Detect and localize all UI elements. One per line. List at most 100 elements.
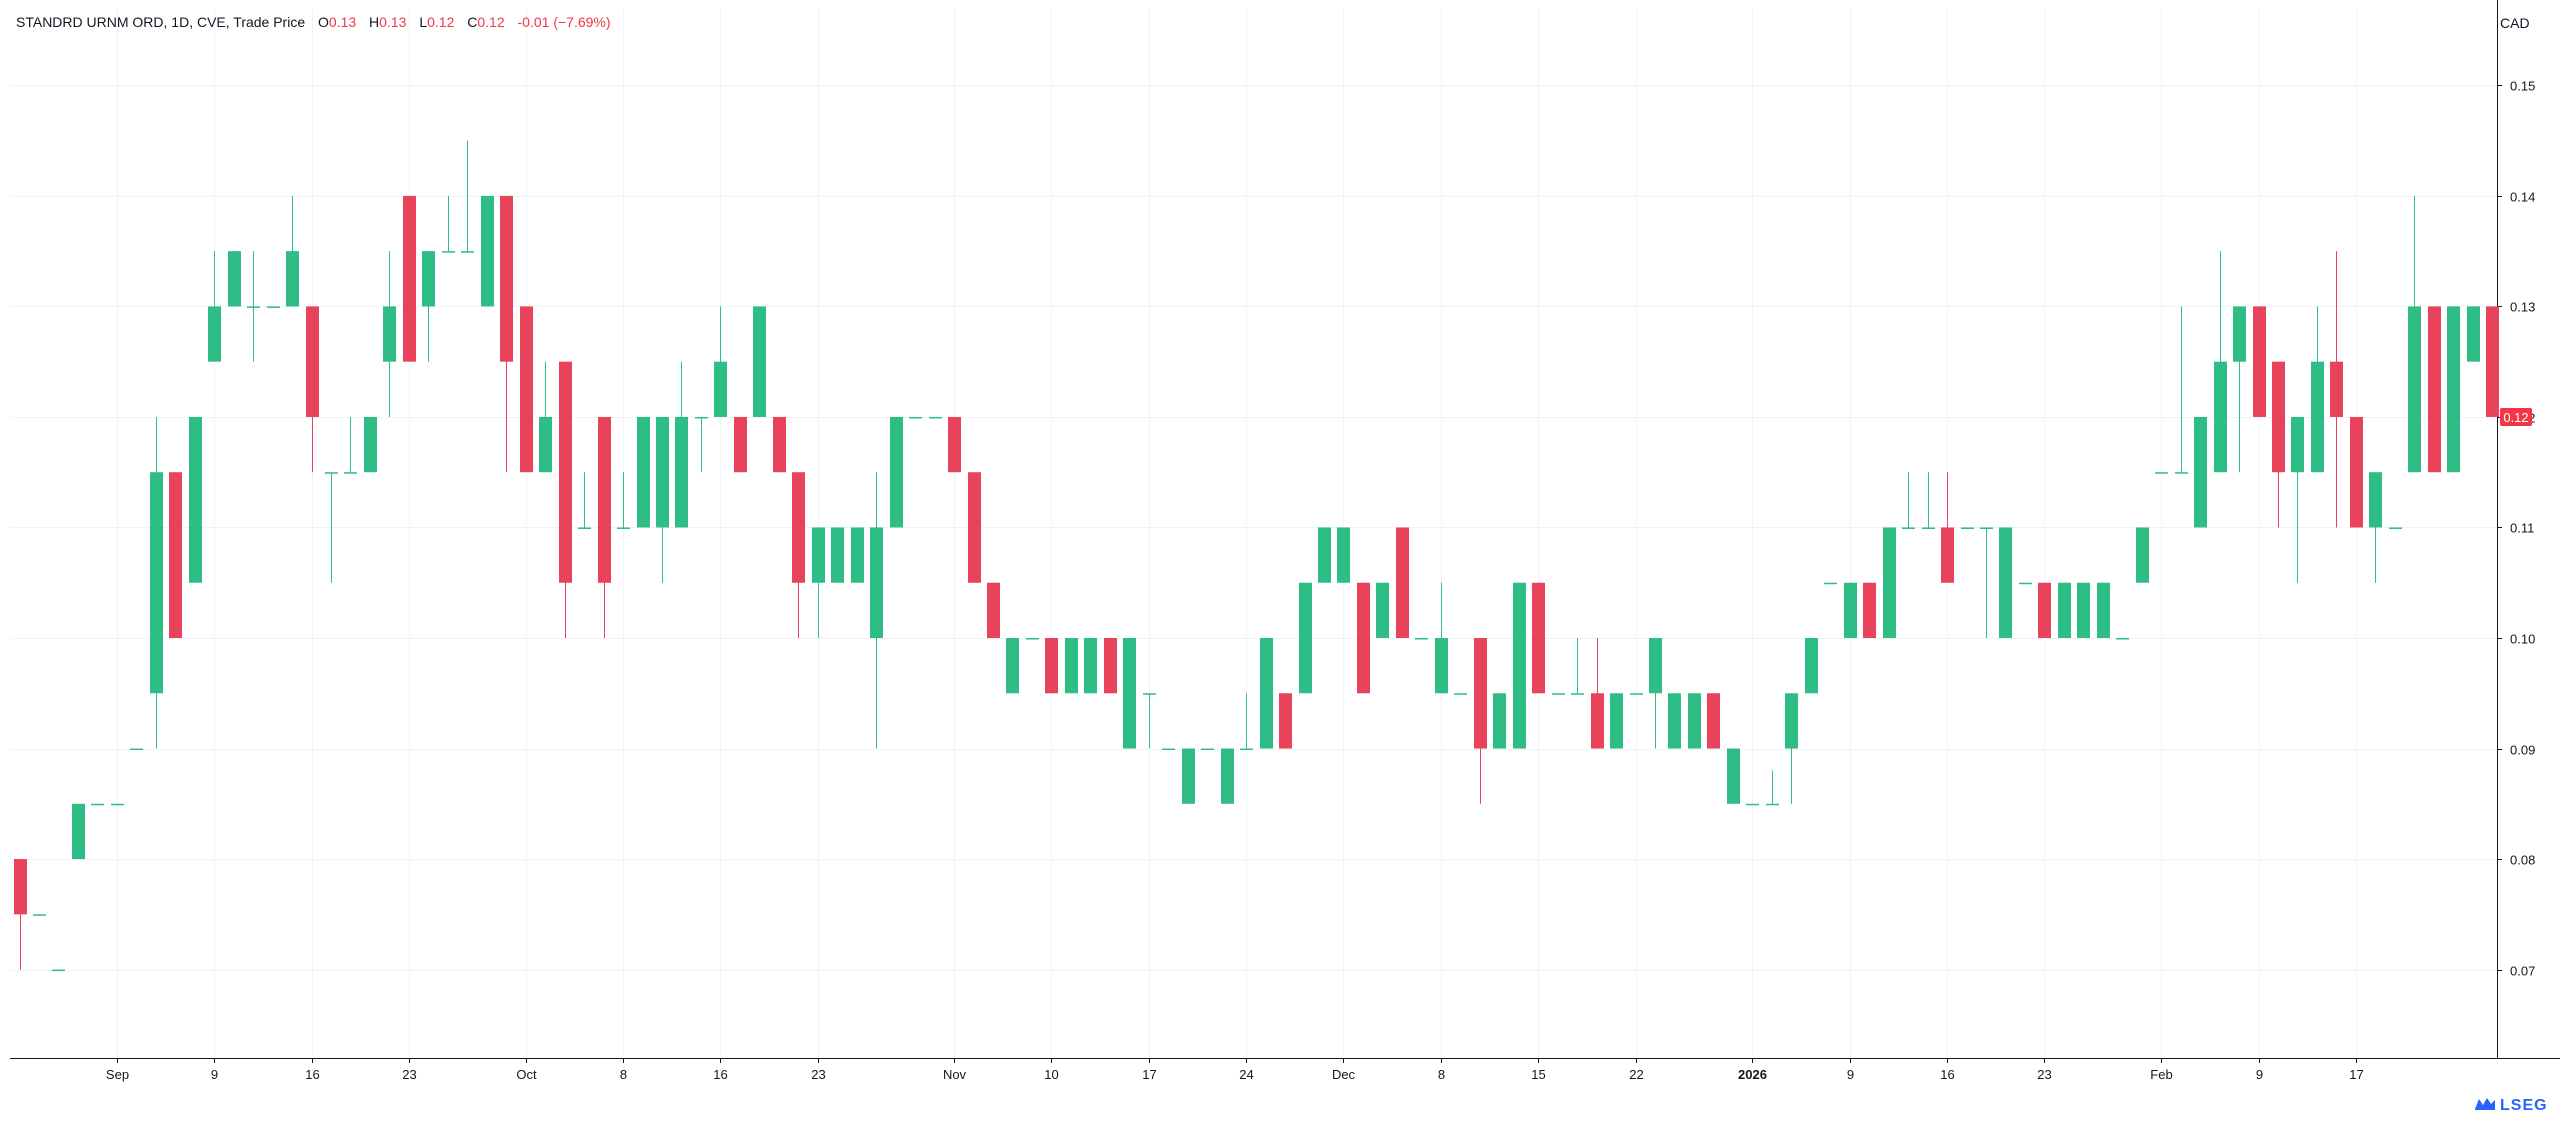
candle-body — [1746, 803, 1759, 806]
candle-body — [2194, 416, 2207, 528]
candle-body — [831, 527, 844, 583]
candle-body — [2136, 527, 2149, 583]
candle-up — [228, 251, 241, 307]
candle-body — [2116, 638, 2129, 640]
candle-up — [675, 361, 688, 528]
candle-body — [714, 361, 727, 417]
candle-body — [2467, 306, 2480, 362]
candle-up — [1454, 693, 1467, 695]
candle-body — [1045, 638, 1058, 694]
candle-body — [2428, 306, 2441, 473]
candle-body — [1980, 527, 1993, 529]
candle-up — [637, 416, 650, 528]
candle-body — [1532, 582, 1545, 694]
candle-body — [1474, 638, 1487, 749]
candle-down — [1532, 582, 1545, 694]
candle-body — [1357, 582, 1370, 694]
candle-body — [968, 472, 981, 583]
candle-up — [1240, 693, 1253, 751]
candle-up — [2389, 527, 2402, 529]
candle-body — [1688, 693, 1701, 749]
lseg-logo-icon — [2475, 1098, 2495, 1110]
candle-body — [2369, 472, 2382, 528]
candle-body — [33, 914, 46, 916]
candle-down — [792, 472, 805, 638]
candle-body — [1999, 527, 2012, 638]
candle-up — [2467, 306, 2480, 362]
candle-body — [559, 361, 572, 583]
candle-body — [520, 306, 533, 473]
candle-body — [1863, 582, 1876, 638]
candle-up — [1727, 748, 1740, 804]
candle-body — [422, 251, 435, 307]
candle-up — [1922, 472, 1935, 529]
candle-body — [72, 803, 85, 860]
candle-up — [2175, 306, 2188, 474]
candle-body — [987, 582, 1000, 638]
candle-body — [1922, 527, 1935, 529]
candle-body — [1006, 638, 1019, 694]
candle-up — [52, 969, 65, 972]
candle-up — [1980, 527, 1993, 638]
high-key: H — [369, 14, 380, 30]
candle-body — [890, 416, 903, 528]
open-key: O — [318, 14, 329, 30]
candle-up — [2077, 582, 2090, 638]
x-tick-label: 16 — [305, 1067, 319, 1082]
candle-up — [812, 527, 825, 638]
x-tick-label: Oct — [516, 1067, 537, 1082]
x-tick-label: 16 — [1940, 1067, 1954, 1082]
candle-body — [948, 416, 961, 473]
candle-up — [1766, 770, 1779, 806]
candle-up — [150, 416, 163, 749]
candle-up — [2116, 638, 2129, 640]
candle-body — [1065, 638, 1078, 694]
brand-name: LSEG — [2500, 1097, 2548, 1114]
candle-body — [1571, 693, 1584, 695]
candle-body — [2272, 361, 2285, 473]
candle-body — [1201, 748, 1214, 751]
candle-body — [1883, 527, 1896, 638]
candle-body — [909, 416, 922, 419]
candle-body — [637, 416, 650, 528]
candle-down — [1591, 638, 1604, 749]
candle-up — [1493, 693, 1506, 749]
candle-up — [383, 251, 396, 417]
y-tick-label: 0.07 — [2510, 964, 2535, 979]
x-tick-label: 15 — [1531, 1067, 1545, 1082]
currency-label: CAD — [2500, 15, 2530, 31]
y-tick-label: 0.08 — [2510, 853, 2535, 868]
candle-up — [1552, 693, 1565, 695]
candle-body — [286, 251, 299, 307]
candle-down — [948, 416, 961, 473]
candle-up — [1668, 693, 1681, 749]
low-key: L — [419, 14, 428, 30]
change-value: -0.01 (−7.69%) — [517, 14, 611, 30]
candle-up — [1805, 638, 1818, 694]
candle-body — [870, 527, 883, 638]
candle-body — [1591, 693, 1604, 749]
candle-body — [1961, 527, 1974, 529]
candle-body — [2155, 472, 2168, 474]
candle-body — [1084, 638, 1097, 694]
candle-body — [773, 416, 786, 473]
candle-down — [2486, 306, 2499, 417]
candle-body — [675, 416, 688, 528]
candle-body — [1318, 527, 1331, 583]
candle-body — [1941, 527, 1954, 583]
candle-up — [286, 195, 299, 307]
candle-up — [2155, 472, 2168, 474]
candle-body — [2447, 306, 2460, 473]
candle-body — [1415, 638, 1428, 640]
candle-body — [208, 306, 221, 362]
candle-up — [851, 527, 864, 583]
x-tick-label: 9 — [1847, 1067, 1854, 1082]
y-tick-label: 0.10 — [2510, 632, 2535, 647]
axes: 0.07 0.08 0.09 0.10 0.11 0.12 0.13 0.14 0.15 Sep 9… — [10, 0, 2560, 1082]
candle-body — [442, 251, 455, 253]
candle-up — [1999, 527, 2012, 638]
candle-body — [500, 195, 513, 362]
candle-up — [1844, 582, 1857, 638]
